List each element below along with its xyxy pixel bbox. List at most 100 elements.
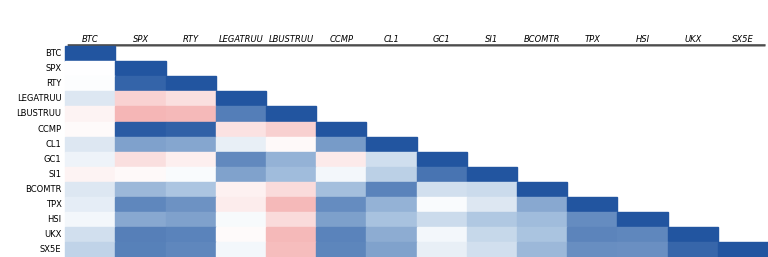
- Text: SPX: SPX: [45, 64, 61, 73]
- Text: 0.00: 0.00: [81, 64, 100, 73]
- Text: 0.51: 0.51: [233, 170, 250, 179]
- Text: 0.68: 0.68: [634, 230, 651, 239]
- Text: SX5E: SX5E: [40, 245, 61, 254]
- Text: 0.08: 0.08: [233, 140, 250, 149]
- Text: 0.04: 0.04: [333, 170, 350, 179]
- Text: 0.01: 0.01: [81, 79, 100, 88]
- Text: 0.71: 0.71: [383, 185, 400, 194]
- Text: CL1: CL1: [45, 140, 61, 149]
- Text: BCOMTR: BCOMTR: [524, 35, 561, 44]
- Text: 0.06: 0.06: [81, 155, 100, 164]
- Text: 0.37: 0.37: [132, 185, 149, 194]
- Text: 0.30: 0.30: [534, 230, 551, 239]
- Text: -0.15: -0.15: [281, 185, 301, 194]
- Text: 0.03: 0.03: [233, 215, 250, 224]
- Text: 0.41: 0.41: [383, 200, 400, 209]
- Text: 0.47: 0.47: [132, 215, 149, 224]
- Text: 0.68: 0.68: [182, 245, 199, 254]
- Text: -0.20: -0.20: [281, 125, 301, 134]
- Text: CCMP: CCMP: [329, 35, 353, 44]
- Text: 1.00: 1.00: [433, 155, 450, 164]
- Text: 1.00: 1.00: [484, 170, 501, 179]
- Text: -0.05: -0.05: [80, 170, 101, 179]
- Text: BTC: BTC: [82, 35, 99, 44]
- Text: SPX: SPX: [133, 35, 149, 44]
- Text: 0.02: 0.02: [182, 170, 199, 179]
- Text: 0.64: 0.64: [584, 245, 601, 254]
- Text: -0.15: -0.15: [281, 215, 301, 224]
- Text: -0.29: -0.29: [281, 230, 301, 239]
- Text: 1.00: 1.00: [283, 109, 300, 118]
- Text: 1.00: 1.00: [132, 64, 149, 73]
- Text: 0.31: 0.31: [383, 215, 400, 224]
- Text: -0.06: -0.06: [231, 185, 251, 194]
- Text: -0.14: -0.14: [181, 94, 200, 104]
- Text: 0.71: 0.71: [182, 230, 199, 239]
- Text: 0.67: 0.67: [233, 155, 250, 164]
- Text: 0.53: 0.53: [333, 215, 350, 224]
- Text: 1.00: 1.00: [684, 230, 701, 239]
- Text: 0.72: 0.72: [132, 245, 149, 254]
- Text: LEGATRUU: LEGATRUU: [219, 35, 263, 44]
- Text: LEGATRUU: LEGATRUU: [17, 94, 61, 104]
- Text: UKX: UKX: [44, 230, 61, 239]
- Text: 0.04: 0.04: [233, 245, 250, 254]
- Text: 0.70: 0.70: [584, 230, 601, 239]
- Text: SI1: SI1: [485, 35, 498, 44]
- Text: -0.12: -0.12: [231, 125, 250, 134]
- Text: SX5E: SX5E: [732, 35, 753, 44]
- Text: 0.33: 0.33: [333, 185, 350, 194]
- Text: HSI: HSI: [635, 35, 650, 44]
- Text: 0.22: 0.22: [81, 245, 100, 254]
- Text: 0.16: 0.16: [484, 245, 501, 254]
- Text: 0.18: 0.18: [433, 215, 450, 224]
- Text: -0.28: -0.28: [281, 245, 301, 254]
- Text: 1.00: 1.00: [81, 49, 100, 58]
- Text: HSI: HSI: [48, 215, 61, 224]
- Text: -0.08: -0.08: [231, 200, 251, 209]
- Text: 0.65: 0.65: [333, 200, 350, 209]
- Text: 1.00: 1.00: [383, 140, 400, 149]
- Text: BTC: BTC: [45, 49, 61, 58]
- Text: -0.02: -0.02: [231, 230, 251, 239]
- Text: BCOMTR: BCOMTR: [25, 185, 61, 194]
- Text: RTY: RTY: [183, 35, 199, 44]
- Text: 0.24: 0.24: [383, 170, 400, 179]
- Text: 0.04: 0.04: [433, 230, 450, 239]
- Text: 0.80: 0.80: [433, 170, 450, 179]
- Text: 1.00: 1.00: [534, 185, 551, 194]
- Text: 0.49: 0.49: [182, 140, 199, 149]
- Text: 0.29: 0.29: [182, 185, 199, 194]
- Text: 0.51: 0.51: [383, 245, 400, 254]
- Text: 0.69: 0.69: [333, 245, 350, 254]
- Text: 0.96: 0.96: [132, 125, 149, 134]
- Text: 0.28: 0.28: [484, 215, 500, 224]
- Text: LBUSTRUU: LBUSTRUU: [16, 109, 61, 118]
- Text: 0.52: 0.52: [132, 140, 149, 149]
- Text: -0.14: -0.14: [131, 155, 151, 164]
- Text: GC1: GC1: [433, 35, 451, 44]
- Text: -0.19: -0.19: [131, 94, 151, 104]
- Text: 0.92: 0.92: [182, 125, 199, 134]
- Text: 1.00: 1.00: [634, 215, 651, 224]
- Text: 0.61: 0.61: [182, 200, 199, 209]
- Text: 0.16: 0.16: [433, 185, 450, 194]
- Text: 1.00: 1.00: [333, 125, 349, 134]
- Text: 1.00: 1.00: [233, 94, 250, 104]
- Text: 0.12: 0.12: [81, 140, 100, 149]
- Text: -0.03: -0.03: [281, 140, 301, 149]
- Text: 0.35: 0.35: [283, 170, 300, 179]
- Text: 1.00: 1.00: [182, 79, 199, 88]
- Text: 0.12: 0.12: [81, 185, 100, 194]
- Text: -0.03: -0.03: [131, 170, 151, 179]
- Text: 0.65: 0.65: [584, 215, 601, 224]
- Text: 0.02: 0.02: [433, 200, 450, 209]
- Text: 0.45: 0.45: [383, 230, 400, 239]
- Text: -0.09: -0.09: [332, 155, 351, 164]
- Text: 0.52: 0.52: [182, 215, 199, 224]
- Text: 0.37: 0.37: [534, 245, 551, 254]
- Text: 0.35: 0.35: [534, 215, 551, 224]
- Text: 1.00: 1.00: [584, 200, 601, 209]
- Text: GC1: GC1: [44, 155, 61, 164]
- Text: CL1: CL1: [383, 35, 399, 44]
